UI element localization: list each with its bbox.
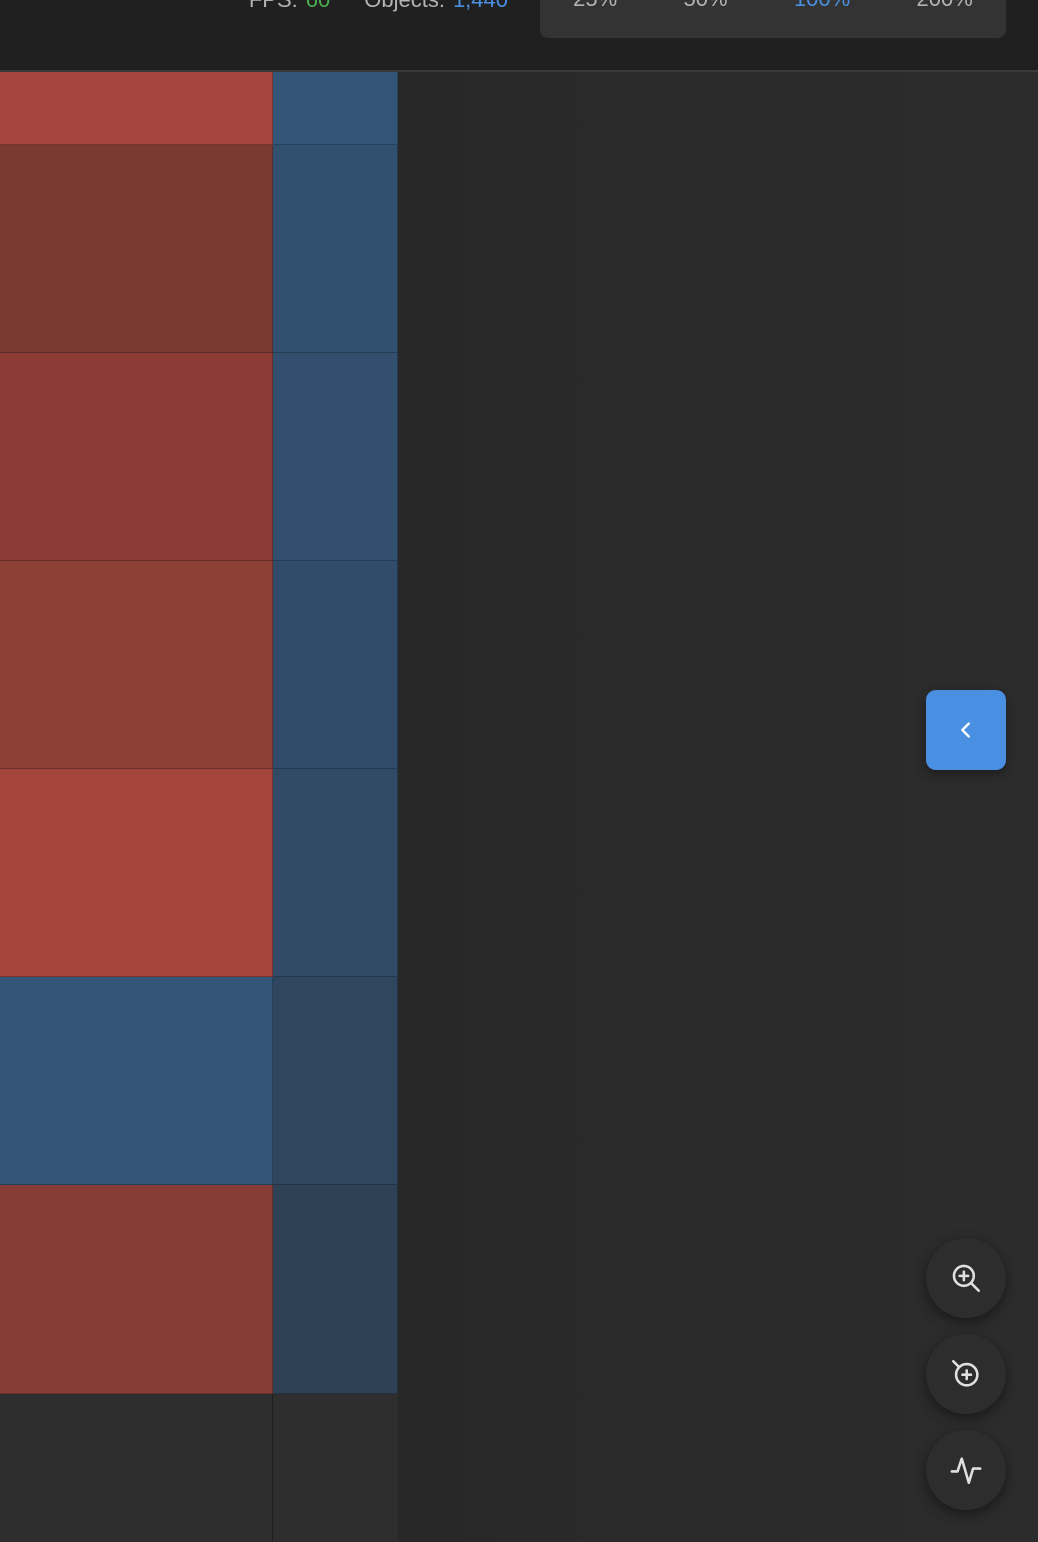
grid-cell[interactable] bbox=[273, 1185, 398, 1394]
chevron-left-icon bbox=[955, 719, 977, 741]
grid-cell[interactable] bbox=[0, 561, 273, 769]
grid-cell[interactable] bbox=[273, 353, 398, 561]
grid-cell[interactable] bbox=[0, 145, 273, 353]
grid-cell[interactable] bbox=[273, 145, 398, 353]
grid-cell[interactable] bbox=[0, 72, 273, 145]
zoom-in-icon bbox=[949, 1261, 983, 1295]
zoom-25-button[interactable]: 25% bbox=[573, 0, 617, 10]
grid-cell[interactable] bbox=[0, 1185, 273, 1394]
grid-cell[interactable] bbox=[273, 561, 398, 769]
grid-cell[interactable] bbox=[273, 769, 398, 977]
stats-readout: FPS: 60 Objects: 1,440 bbox=[249, 0, 508, 12]
add-target-button[interactable] bbox=[926, 1334, 1006, 1414]
activity-icon bbox=[949, 1453, 983, 1487]
zoom-100-button[interactable]: 100% bbox=[794, 0, 850, 10]
grid-cell[interactable] bbox=[0, 977, 273, 1185]
grid-cell[interactable] bbox=[0, 353, 273, 561]
side-panel-area bbox=[398, 72, 1038, 1542]
objects-value: 1,440 bbox=[453, 0, 508, 13]
grid-cell[interactable] bbox=[0, 769, 273, 977]
target-add-icon bbox=[949, 1357, 983, 1391]
fps-label: FPS: bbox=[249, 0, 298, 13]
objects-label: Objects: bbox=[364, 0, 445, 13]
grid-canvas[interactable] bbox=[0, 72, 398, 1542]
activity-button[interactable] bbox=[926, 1430, 1006, 1510]
fps-value: 60 bbox=[306, 0, 330, 13]
zoom-level-selector: 25% 50% 100% 200% bbox=[540, 0, 1006, 38]
zoom-50-button[interactable]: 50% bbox=[684, 0, 728, 10]
grid-cell[interactable] bbox=[273, 72, 398, 145]
grid-cell[interactable] bbox=[273, 977, 398, 1185]
column-divider bbox=[272, 1394, 273, 1542]
zoom-200-button[interactable]: 200% bbox=[917, 0, 973, 10]
top-toolbar: FPS: 60 Objects: 1,440 25% 50% 100% 200% bbox=[0, 0, 1038, 72]
fps-stat: FPS: 60 bbox=[249, 0, 330, 13]
objects-stat: Objects: 1,440 bbox=[364, 0, 508, 13]
collapse-panel-button[interactable] bbox=[926, 690, 1006, 770]
zoom-in-button[interactable] bbox=[926, 1238, 1006, 1318]
